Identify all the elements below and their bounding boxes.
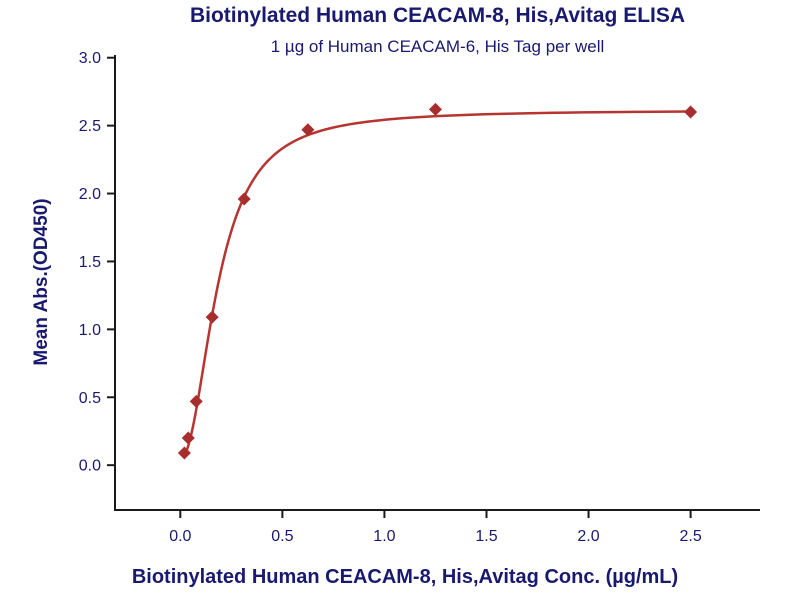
x-tick-label: 0.0 — [169, 528, 191, 545]
data-point-marker — [428, 102, 442, 116]
x-tick-label: 2.0 — [577, 528, 599, 545]
x-tick-label: 2.5 — [679, 528, 701, 545]
y-tick-label: 2.0 — [79, 186, 101, 203]
data-point-marker — [205, 310, 219, 324]
axes — [114, 55, 760, 511]
chart-subtitle: 1 µg of Human CEACAM-6, His Tag per well — [270, 37, 605, 56]
y-tick-label: 3.0 — [79, 50, 101, 67]
chart-title: Biotinylated Human CEACAM-8, His,Avitag … — [189, 4, 686, 27]
data-point-marker — [189, 394, 203, 408]
x-tick-label: 1.0 — [373, 528, 395, 545]
data-point-marker — [301, 123, 315, 137]
y-tick-label: 0.5 — [79, 390, 101, 407]
data-point-marker — [177, 446, 191, 460]
data-point-marker — [684, 105, 698, 119]
y-axis-label: Mean Abs.(OD450) — [31, 198, 52, 366]
x-tick-label: 0.5 — [271, 528, 293, 545]
x-tick-label: 1.5 — [475, 528, 497, 545]
x-axis-label: Biotinylated Human CEACAM-8, His,Avitag … — [131, 566, 679, 588]
y-tick-label: 1.0 — [79, 322, 101, 339]
data-point-marker — [237, 192, 251, 206]
y-tick-label: 1.5 — [79, 254, 101, 271]
y-tick-label: 2.5 — [79, 118, 101, 135]
y-tick-label: 0.0 — [79, 458, 101, 475]
data-point-marker — [181, 431, 195, 445]
fit-curve — [183, 110, 691, 457]
